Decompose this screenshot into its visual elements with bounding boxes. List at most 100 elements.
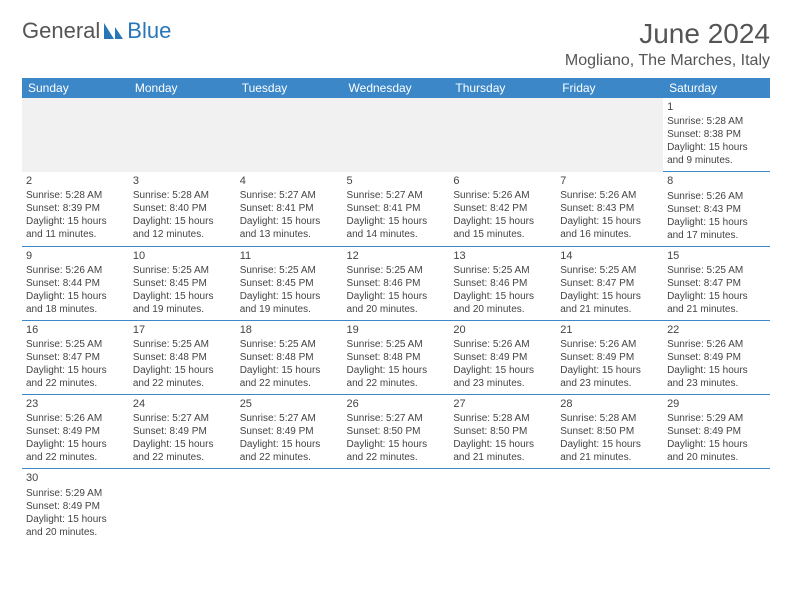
daylight-text: Daylight: 15 hours and 22 minutes. bbox=[347, 364, 446, 390]
logo: General Blue bbox=[22, 18, 171, 44]
daylight-text: Daylight: 15 hours and 19 minutes. bbox=[240, 290, 339, 316]
sunset-text: Sunset: 8:44 PM bbox=[26, 277, 125, 290]
day-number: 9 bbox=[26, 249, 125, 263]
day-number: 7 bbox=[560, 174, 659, 188]
calendar-cell bbox=[556, 469, 663, 543]
day-number: 21 bbox=[560, 323, 659, 337]
calendar-cell: 25Sunrise: 5:27 AMSunset: 8:49 PMDayligh… bbox=[236, 395, 343, 469]
calendar-cell bbox=[236, 98, 343, 172]
sunrise-text: Sunrise: 5:26 AM bbox=[26, 412, 125, 425]
sunrise-text: Sunrise: 5:28 AM bbox=[667, 115, 766, 128]
sunrise-text: Sunrise: 5:25 AM bbox=[240, 338, 339, 351]
sunrise-text: Sunrise: 5:25 AM bbox=[560, 264, 659, 277]
sunset-text: Sunset: 8:38 PM bbox=[667, 128, 766, 141]
daylight-text: Daylight: 15 hours and 23 minutes. bbox=[667, 364, 766, 390]
calendar-cell: 4Sunrise: 5:27 AMSunset: 8:41 PMDaylight… bbox=[236, 172, 343, 246]
calendar-cell bbox=[129, 469, 236, 543]
calendar-cell bbox=[449, 469, 556, 543]
calendar-cell: 11Sunrise: 5:25 AMSunset: 8:45 PMDayligh… bbox=[236, 246, 343, 320]
day-number: 28 bbox=[560, 397, 659, 411]
sunset-text: Sunset: 8:49 PM bbox=[667, 425, 766, 438]
sunset-text: Sunset: 8:50 PM bbox=[453, 425, 552, 438]
sunrise-text: Sunrise: 5:25 AM bbox=[347, 338, 446, 351]
calendar-cell bbox=[663, 469, 770, 543]
calendar-cell: 17Sunrise: 5:25 AMSunset: 8:48 PMDayligh… bbox=[129, 320, 236, 394]
calendar-cell: 12Sunrise: 5:25 AMSunset: 8:46 PMDayligh… bbox=[343, 246, 450, 320]
day-header: Friday bbox=[556, 78, 663, 98]
sunset-text: Sunset: 8:49 PM bbox=[560, 351, 659, 364]
sunset-text: Sunset: 8:49 PM bbox=[453, 351, 552, 364]
title-block: June 2024 Mogliano, The Marches, Italy bbox=[565, 18, 770, 70]
day-number: 27 bbox=[453, 397, 552, 411]
calendar-body: 1Sunrise: 5:28 AMSunset: 8:38 PMDaylight… bbox=[22, 98, 770, 543]
sunrise-text: Sunrise: 5:25 AM bbox=[133, 338, 232, 351]
day-number: 14 bbox=[560, 249, 659, 263]
daylight-text: Daylight: 15 hours and 17 minutes. bbox=[667, 216, 766, 242]
calendar-cell: 16Sunrise: 5:25 AMSunset: 8:47 PMDayligh… bbox=[22, 320, 129, 394]
sunset-text: Sunset: 8:43 PM bbox=[560, 202, 659, 215]
sunrise-text: Sunrise: 5:25 AM bbox=[453, 264, 552, 277]
daylight-text: Daylight: 15 hours and 22 minutes. bbox=[240, 364, 339, 390]
sunset-text: Sunset: 8:45 PM bbox=[133, 277, 232, 290]
calendar-cell: 5Sunrise: 5:27 AMSunset: 8:41 PMDaylight… bbox=[343, 172, 450, 246]
calendar-week: 30Sunrise: 5:29 AMSunset: 8:49 PMDayligh… bbox=[22, 469, 770, 543]
day-number: 30 bbox=[26, 471, 125, 485]
calendar-week: 1Sunrise: 5:28 AMSunset: 8:38 PMDaylight… bbox=[22, 98, 770, 172]
day-header: Sunday bbox=[22, 78, 129, 98]
calendar-cell bbox=[22, 98, 129, 172]
sunset-text: Sunset: 8:46 PM bbox=[347, 277, 446, 290]
day-number: 6 bbox=[453, 174, 552, 188]
calendar-cell: 27Sunrise: 5:28 AMSunset: 8:50 PMDayligh… bbox=[449, 395, 556, 469]
day-number: 22 bbox=[667, 323, 766, 337]
calendar-cell bbox=[129, 98, 236, 172]
day-number: 16 bbox=[26, 323, 125, 337]
sunrise-text: Sunrise: 5:25 AM bbox=[667, 264, 766, 277]
sunrise-text: Sunrise: 5:28 AM bbox=[560, 412, 659, 425]
day-number: 25 bbox=[240, 397, 339, 411]
sunset-text: Sunset: 8:50 PM bbox=[560, 425, 659, 438]
calendar-cell: 14Sunrise: 5:25 AMSunset: 8:47 PMDayligh… bbox=[556, 246, 663, 320]
day-number: 5 bbox=[347, 174, 446, 188]
calendar-cell: 18Sunrise: 5:25 AMSunset: 8:48 PMDayligh… bbox=[236, 320, 343, 394]
sunrise-text: Sunrise: 5:27 AM bbox=[240, 412, 339, 425]
calendar-cell: 6Sunrise: 5:26 AMSunset: 8:42 PMDaylight… bbox=[449, 172, 556, 246]
daylight-text: Daylight: 15 hours and 14 minutes. bbox=[347, 215, 446, 241]
calendar-cell bbox=[556, 98, 663, 172]
sunrise-text: Sunrise: 5:28 AM bbox=[26, 189, 125, 202]
daylight-text: Daylight: 15 hours and 23 minutes. bbox=[453, 364, 552, 390]
sunrise-text: Sunrise: 5:26 AM bbox=[453, 338, 552, 351]
sunset-text: Sunset: 8:49 PM bbox=[240, 425, 339, 438]
day-number: 24 bbox=[133, 397, 232, 411]
day-header-row: SundayMondayTuesdayWednesdayThursdayFrid… bbox=[22, 78, 770, 98]
day-number: 4 bbox=[240, 174, 339, 188]
day-number: 2 bbox=[26, 174, 125, 188]
calendar-cell: 30Sunrise: 5:29 AMSunset: 8:49 PMDayligh… bbox=[22, 469, 129, 543]
daylight-text: Daylight: 15 hours and 21 minutes. bbox=[453, 438, 552, 464]
daylight-text: Daylight: 15 hours and 12 minutes. bbox=[133, 215, 232, 241]
day-number: 19 bbox=[347, 323, 446, 337]
sunset-text: Sunset: 8:48 PM bbox=[347, 351, 446, 364]
sunrise-text: Sunrise: 5:27 AM bbox=[347, 412, 446, 425]
daylight-text: Daylight: 15 hours and 20 minutes. bbox=[453, 290, 552, 316]
day-number: 12 bbox=[347, 249, 446, 263]
sunset-text: Sunset: 8:49 PM bbox=[133, 425, 232, 438]
sunrise-text: Sunrise: 5:25 AM bbox=[240, 264, 339, 277]
location: Mogliano, The Marches, Italy bbox=[565, 52, 770, 70]
calendar-cell: 10Sunrise: 5:25 AMSunset: 8:45 PMDayligh… bbox=[129, 246, 236, 320]
calendar-cell bbox=[236, 469, 343, 543]
calendar-cell: 21Sunrise: 5:26 AMSunset: 8:49 PMDayligh… bbox=[556, 320, 663, 394]
sunrise-text: Sunrise: 5:29 AM bbox=[667, 412, 766, 425]
daylight-text: Daylight: 15 hours and 22 minutes. bbox=[26, 438, 125, 464]
calendar-cell: 19Sunrise: 5:25 AMSunset: 8:48 PMDayligh… bbox=[343, 320, 450, 394]
sunset-text: Sunset: 8:45 PM bbox=[240, 277, 339, 290]
day-number: 20 bbox=[453, 323, 552, 337]
sunrise-text: Sunrise: 5:26 AM bbox=[453, 189, 552, 202]
calendar-cell: 20Sunrise: 5:26 AMSunset: 8:49 PMDayligh… bbox=[449, 320, 556, 394]
sail-icon bbox=[103, 21, 125, 41]
sunset-text: Sunset: 8:40 PM bbox=[133, 202, 232, 215]
sunrise-text: Sunrise: 5:26 AM bbox=[667, 338, 766, 351]
daylight-text: Daylight: 15 hours and 21 minutes. bbox=[560, 438, 659, 464]
daylight-text: Daylight: 15 hours and 21 minutes. bbox=[560, 290, 659, 316]
sunrise-text: Sunrise: 5:27 AM bbox=[347, 189, 446, 202]
logo-text-b: Blue bbox=[127, 18, 171, 44]
